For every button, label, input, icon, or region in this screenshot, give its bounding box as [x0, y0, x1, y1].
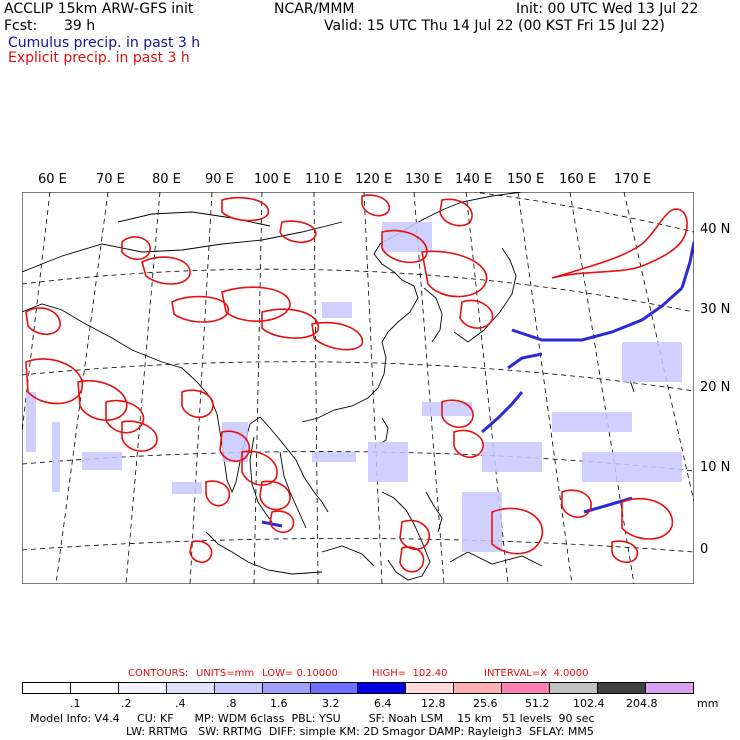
cumulus-precip	[26, 222, 694, 552]
legend-explicit: Explicit precip. in past 3 h	[8, 50, 190, 66]
lon-label: 130 E	[405, 172, 443, 187]
colorbar-tick: 6.4	[374, 697, 392, 710]
contours-high: HIGH= 102.40	[372, 668, 448, 679]
colorbar-tick: .4	[175, 697, 186, 710]
lat-label: 10 N	[700, 460, 731, 475]
fcst-value: 39 h	[64, 18, 96, 34]
meridian-line	[253, 192, 263, 584]
colorbar-swatch	[23, 683, 71, 693]
lon-label: 120 E	[355, 172, 393, 187]
colorbar-tick: 51.2	[525, 697, 550, 710]
parallel-line	[22, 361, 694, 392]
meridian-line	[569, 192, 635, 584]
meridian-line	[189, 192, 213, 584]
colorbar-swatch	[118, 683, 167, 693]
parallel-line	[22, 268, 694, 313]
lon-label: 90 E	[205, 172, 234, 187]
lat-label: 0	[700, 542, 709, 557]
meridian-line	[363, 192, 383, 584]
colorbar-swatch	[502, 683, 551, 693]
colorbar-swatch	[166, 683, 215, 693]
parallel-line	[470, 192, 694, 233]
contours-low: LOW= 0.10000	[262, 668, 338, 679]
lon-label: 150 E	[507, 172, 545, 187]
colorbar-tick: 3.2	[322, 697, 340, 710]
meridian-line	[623, 192, 694, 503]
colorbar-swatch	[310, 683, 359, 693]
lon-label: 60 E	[38, 172, 67, 187]
parallel-line	[22, 538, 694, 553]
lon-label: 100 E	[254, 172, 292, 187]
legend-cumulus: Cumulus precip. in past 3 h	[8, 35, 201, 51]
colorbar	[22, 682, 694, 694]
meridian-line	[517, 192, 573, 584]
lon-label: 140 E	[455, 172, 493, 187]
lat-label: 30 N	[700, 302, 731, 317]
lon-label: 170 E	[614, 172, 652, 187]
colorbar-tick: .2	[121, 697, 132, 710]
org-label: NCAR/MMM	[274, 1, 355, 17]
lat-label: 40 N	[700, 222, 731, 237]
contours-units: UNITS=mm	[196, 668, 255, 679]
coastlines	[22, 192, 635, 581]
colorbar-tick: .1	[70, 697, 81, 710]
colorbar-swatch	[454, 683, 503, 693]
model-info-line2: LW: RRTMG SW: RRTMG DIFF: simple KM: 2D …	[126, 725, 594, 738]
colorbar-tick: 25.6	[473, 697, 498, 710]
colorbar-unit: mm	[697, 697, 719, 710]
contours-interval: INTERVAL=X 4.0000	[484, 668, 589, 679]
explicit-precip	[25, 194, 688, 573]
colorbar-tick: 1.6	[270, 697, 288, 710]
meridian-line	[313, 192, 319, 584]
colorbar-swatch	[262, 683, 311, 693]
colorbar-tick: 12.8	[421, 697, 446, 710]
lon-label: 70 E	[96, 172, 125, 187]
colorbar-tick: .8	[226, 697, 237, 710]
colorbar-swatch	[406, 683, 455, 693]
lon-label: 110 E	[305, 172, 343, 187]
colorbar-tick: 102.4	[573, 697, 605, 710]
meridian-line	[413, 192, 445, 584]
lat-label: 20 N	[700, 380, 731, 395]
init-time: Init: 00 UTC Wed 13 Jul 22	[516, 1, 699, 17]
meridian-line	[55, 192, 109, 584]
colorbar-swatch	[645, 683, 693, 693]
model-info-line1: Model Info: V4.4 CU: KF MP: WDM 6class P…	[30, 712, 595, 725]
contours-label: CONTOURS:	[128, 668, 189, 679]
colorbar-tick: 204.8	[626, 697, 658, 710]
colorbar-swatch	[550, 683, 599, 693]
map-frame	[22, 192, 694, 584]
fcst-label: Fcst:	[4, 18, 38, 34]
lon-label: 80 E	[152, 172, 181, 187]
colorbar-swatch	[214, 683, 263, 693]
model-title: ACCLIP 15km ARW-GFS init	[4, 1, 194, 17]
lon-label: 160 E	[559, 172, 597, 187]
colorbar-swatch	[598, 683, 646, 693]
precip-map	[22, 192, 694, 584]
valid-time: Valid: 15 UTC Thu 14 Jul 22 (00 KST Fri …	[324, 18, 665, 34]
colorbar-swatch	[358, 683, 407, 693]
colorbar-swatch	[70, 683, 119, 693]
